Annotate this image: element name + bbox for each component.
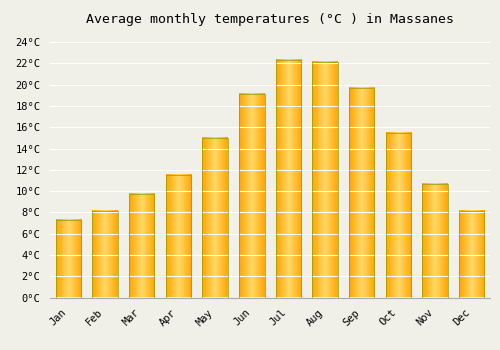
- Bar: [202, 138, 228, 298]
- Bar: [312, 62, 338, 298]
- Bar: [386, 133, 411, 298]
- Bar: [459, 211, 484, 298]
- Bar: [239, 94, 264, 298]
- Bar: [166, 175, 191, 298]
- Title: Average monthly temperatures (°C ) in Massanes: Average monthly temperatures (°C ) in Ma…: [86, 13, 454, 26]
- Bar: [129, 194, 154, 298]
- Bar: [276, 60, 301, 298]
- Bar: [349, 88, 374, 298]
- Bar: [422, 184, 448, 298]
- Bar: [56, 220, 81, 298]
- Bar: [92, 211, 118, 298]
